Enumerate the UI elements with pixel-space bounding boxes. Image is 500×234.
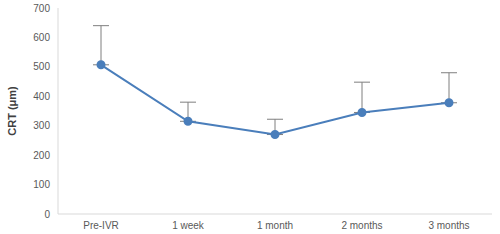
svg-text:Pre-IVR: Pre-IVR <box>83 220 119 231</box>
svg-text:1 week: 1 week <box>172 220 205 231</box>
svg-text:300: 300 <box>33 120 50 131</box>
svg-text:700: 700 <box>33 3 50 14</box>
svg-text:400: 400 <box>33 91 50 102</box>
svg-text:500: 500 <box>33 61 50 72</box>
svg-text:200: 200 <box>33 150 50 161</box>
svg-text:1 month: 1 month <box>257 220 293 231</box>
svg-text:100: 100 <box>33 179 50 190</box>
svg-text:0: 0 <box>44 209 50 220</box>
svg-text:CRT (μm): CRT (μm) <box>8 86 18 136</box>
svg-text:2 months: 2 months <box>341 220 382 231</box>
svg-text:3 months: 3 months <box>428 220 469 231</box>
svg-text:600: 600 <box>33 32 50 43</box>
